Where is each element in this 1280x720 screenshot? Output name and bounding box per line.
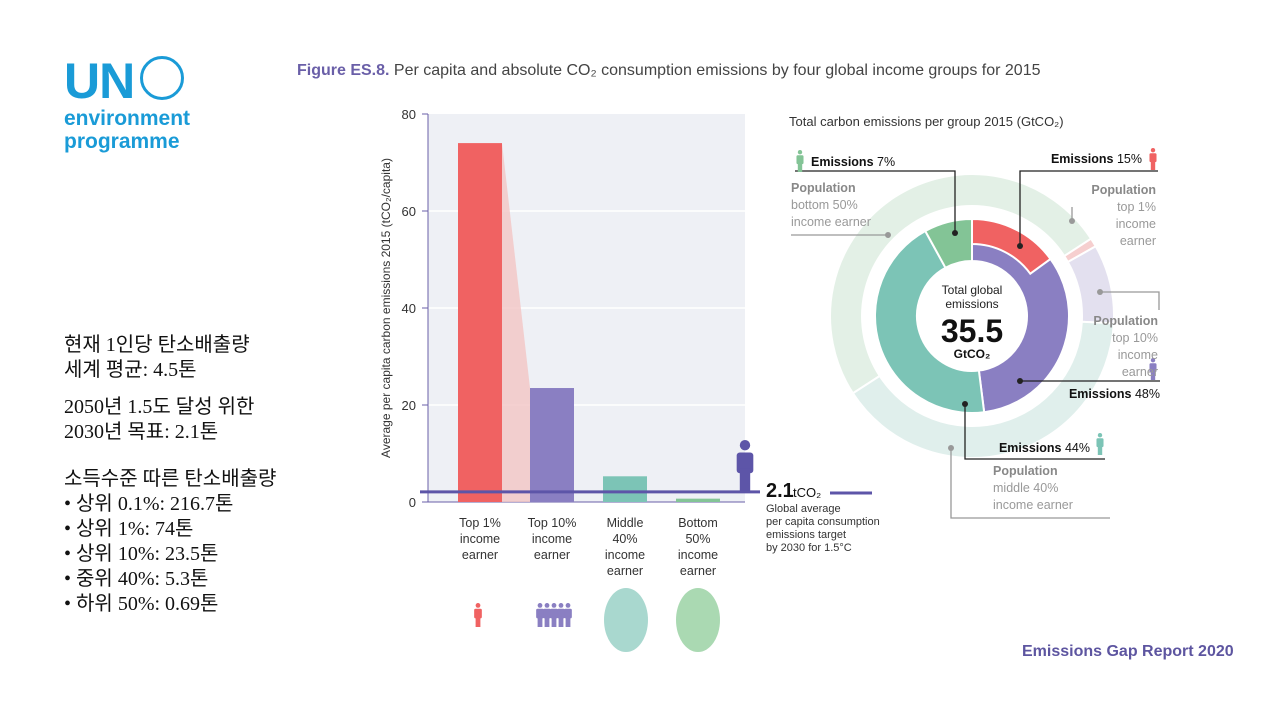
target-description: Global average [766,503,841,515]
highlight-wedge [502,143,530,502]
bar-2 [603,476,647,502]
person-icon [1096,433,1104,455]
y-tick-label: 60 [402,204,416,219]
population-label-middle40: middle 40% [993,481,1058,495]
x-tick-label: income [678,548,718,562]
population-label-top10: earner [1122,365,1158,379]
target-unit: tCO₂ [793,485,821,500]
bullet-item: 상위 10%: 23.5톤 [64,542,276,567]
center-label: Total global [942,283,1003,297]
bullet-item: 상위 0.1%: 216.7톤 [64,492,276,517]
bar-1 [530,388,574,502]
x-tick-label: earner [680,564,716,578]
y-tick-label: 80 [402,107,416,122]
target-description: per capita consumption [766,516,880,528]
population-label-top10: income [1118,348,1158,362]
population-label-middle40: Population [993,464,1058,478]
population-label-bottom50: bottom 50% [791,198,858,212]
x-tick-label: Top 1% [459,516,501,530]
people-icon-top10 [536,603,544,627]
target-description: by 2030 for 1.5°C [766,542,852,554]
center-value: 35.5 [941,313,1003,349]
callout-dot [948,445,954,451]
callout-line [950,448,1110,519]
population-slice [829,173,1093,395]
people-icon-top10 [564,603,572,627]
people-icon-top10 [557,603,565,627]
y-tick-label: 0 [409,495,416,510]
x-tick-label: 50% [685,532,710,546]
x-tick-label: Bottom [678,516,718,530]
bullet-item: 하위 50%: 0.69톤 [64,592,276,617]
person-icon-target [736,440,754,492]
x-tick-label: Top 10% [528,516,577,530]
y-tick-label: 20 [402,398,416,413]
figure-title: Figure ES.8. Per capita and absolute CO₂… [297,62,1041,79]
x-tick-label: earner [607,564,643,578]
target-description: emissions target [766,529,846,541]
callout-dot [962,401,968,407]
emissions-slice-middle40 [874,229,986,414]
population-label-top1: top 1% [1117,200,1156,214]
logo-un: UN [64,52,185,110]
people-icon-top10 [543,603,551,627]
emissions-label-bottom50: Emissions 7% [811,155,895,169]
callout-dot [1017,378,1023,384]
bar-0 [458,143,502,502]
center-unit: GtCO₂ [954,347,991,361]
people-icon-top10 [550,603,558,627]
crowd-icon-middle40 [604,588,648,652]
population-slice [851,320,1115,459]
callout-line [1100,291,1160,310]
logo-subtitle: environment programme [64,107,191,153]
person-icon [1149,358,1157,380]
population-label-top10: Population [1093,314,1158,328]
population-label-bottom50: Population [791,181,856,195]
population-label-bottom50: income earner [791,215,871,229]
population-label-top1: Population [1091,183,1156,197]
x-tick-label: income [532,532,572,546]
y-tick-label: 40 [402,301,416,316]
population-label-middle40: income earner [993,498,1073,512]
emissions-label-top10: Emissions 48% [1069,387,1160,401]
x-tick-label: earner [534,548,570,562]
callout-dot [1097,289,1103,295]
x-tick-label: income [460,532,500,546]
population-label-top10: top 10% [1112,331,1158,345]
emissions-slice-bottom50 [923,217,973,270]
person-icon [796,150,804,172]
callout-dot [885,232,891,238]
center-label: emissions [945,297,998,311]
target-value: 2.1 [766,480,794,502]
callout-line [795,170,956,233]
crowd-icon-bottom50 [676,588,720,652]
person-icon [1149,148,1157,170]
population-label-top1: income [1116,217,1156,231]
notes-text: 현재 1인당 탄소배출량 세계 평균: 4.5톤 2050년 1.5도 달성 위한… [64,333,276,617]
x-tick-label: earner [462,548,498,562]
x-tick-label: 40% [612,532,637,546]
report-footer: Emissions Gap Report 2020 [1022,643,1234,660]
person-icon-top1 [474,603,482,627]
population-label-top1: earner [1120,234,1156,248]
callout-dot [1017,243,1023,249]
emissions-label-middle40: Emissions 44% [999,441,1090,455]
x-tick-label: Middle [607,516,644,530]
y-axis-label: Average per capita carbon emissions 2015… [379,158,393,458]
bullet-item: 중위 40%: 5.3톤 [64,567,276,592]
callout-line [1019,170,1158,246]
callout-dot [952,230,958,236]
un-emblem-icon [140,56,185,100]
donut-title: Total carbon emissions per group 2015 (G… [789,114,1064,129]
bar-3 [676,498,720,502]
population-slice [1066,244,1115,325]
bullet-item: 상위 1%: 74톤 [64,517,276,542]
callout-dot [1069,218,1075,224]
emissions-slice-top1 [971,217,1052,276]
emissions-label-top1: Emissions 15% [1051,152,1142,166]
x-tick-label: income [605,548,645,562]
callout-line [964,404,1105,460]
